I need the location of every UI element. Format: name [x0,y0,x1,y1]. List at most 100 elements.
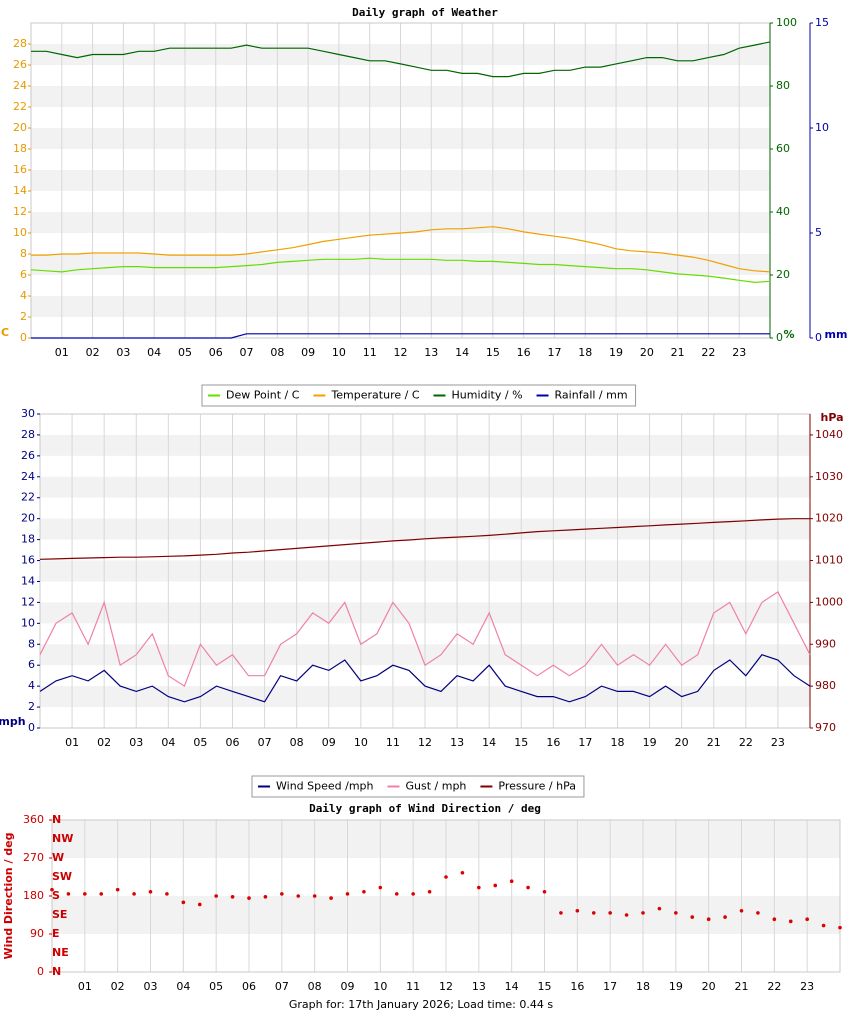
y-tick-label: 30 [21,407,35,420]
point [542,889,547,894]
y3-tick-label: 5 [815,226,822,239]
x-tick-label: 08 [308,980,322,993]
point [197,902,202,907]
point [378,885,383,890]
point [477,885,481,890]
compass-label: SE [52,908,67,921]
y-axis-title: C [1,326,9,339]
y-tick-label: 22 [21,491,35,504]
x-tick-label: 11 [406,980,420,993]
legend-label: Humidity / % [452,389,523,402]
x-tick-label: 19 [643,736,657,749]
series-line [39,653,811,703]
point [805,917,809,922]
y3-tick-label: 10 [815,121,829,134]
y-tick-label: 4 [20,289,27,302]
y-tick-label: 270 [23,851,44,864]
y-tick-label: 12 [13,205,27,218]
point [624,913,629,917]
legend-label: Dew Point / C [226,389,300,402]
legend-label: Gust / mph [406,780,467,793]
point [772,917,777,922]
x-tick-label: 18 [611,736,625,749]
point [115,887,120,892]
x-tick-label: 22 [701,346,715,359]
x-tick-label: 04 [161,736,175,749]
point [66,892,71,896]
point [460,870,465,875]
x-tick-label: 23 [800,980,814,993]
legend-box [251,775,585,798]
compass-label: NW [52,832,73,845]
y2-tick-label: 80 [776,79,790,92]
y-axis-title: mph [0,715,26,728]
point [690,915,695,919]
y-tick-label: 24 [21,470,35,483]
x-tick-label: 16 [570,980,584,993]
point [345,892,350,896]
compass-label: W [52,851,64,864]
legend-label: Temperature / C [330,389,419,402]
x-tick-label: 16 [517,346,531,359]
x-tick-label: 17 [578,736,592,749]
y-tick-label: 6 [28,658,35,671]
y-tick-label: 18 [13,142,27,155]
x-tick-label: 07 [258,736,272,749]
x-tick-label: 15 [514,736,528,749]
compass-label: N [52,813,61,826]
x-tick-label: 06 [242,980,256,993]
x-tick-label: 06 [226,736,240,749]
x-tick-label: 05 [209,980,223,993]
y-tick-label: 6 [20,268,27,281]
y2-tick-label: 20 [776,268,790,281]
x-tick-label: 07 [240,346,254,359]
x-tick-label: 10 [354,736,368,749]
point [575,908,580,913]
point [509,879,514,884]
x-tick-label: 21 [671,346,685,359]
y2-tick-label: 1020 [815,512,843,525]
y3-tick-label: 15 [815,16,829,29]
x-tick-label: 01 [55,346,69,359]
x-tick-label: 12 [418,736,432,749]
x-tick-label: 08 [270,346,284,359]
x-tick-label: 21 [735,980,749,993]
x-tick-label: 01 [65,736,79,749]
y-tick-label: 20 [13,121,27,134]
series-line [39,518,810,560]
x-tick-label: 02 [97,736,111,749]
point [411,892,415,896]
chart-title: Daily graph of Weather [352,6,498,19]
compass-label: SW [52,870,72,883]
y2-tick-label: 100 [776,16,797,29]
point [838,925,842,930]
point [280,892,284,896]
y2-tick-label: 1000 [815,595,843,608]
y-tick-label: 90 [30,927,44,940]
y-tick-label: 0 [28,721,35,734]
y-tick-label: 12 [21,595,35,608]
y-tick-label: 2 [20,310,27,323]
x-tick-label: 17 [603,980,617,993]
y3-axis-title: mm [825,328,848,341]
legend-label: Wind Speed /mph [276,780,374,793]
point [756,911,760,915]
y-tick-label: 8 [20,247,27,260]
point [362,889,366,894]
point [591,911,596,915]
y-tick-label: 18 [21,533,35,546]
y-axis-title: Wind Direction / deg [2,832,15,959]
series-line [39,591,811,688]
point [296,894,301,898]
x-tick-label: 05 [193,736,207,749]
x-tick-label: 04 [147,346,161,359]
x-tick-label: 19 [609,346,623,359]
y2-tick-label: 0 [776,331,783,344]
y2-axis-title: % [783,328,794,341]
point [263,895,268,899]
x-tick-label: 20 [675,736,689,749]
x-tick-label: 13 [424,346,438,359]
point [83,892,87,896]
point [608,911,612,915]
